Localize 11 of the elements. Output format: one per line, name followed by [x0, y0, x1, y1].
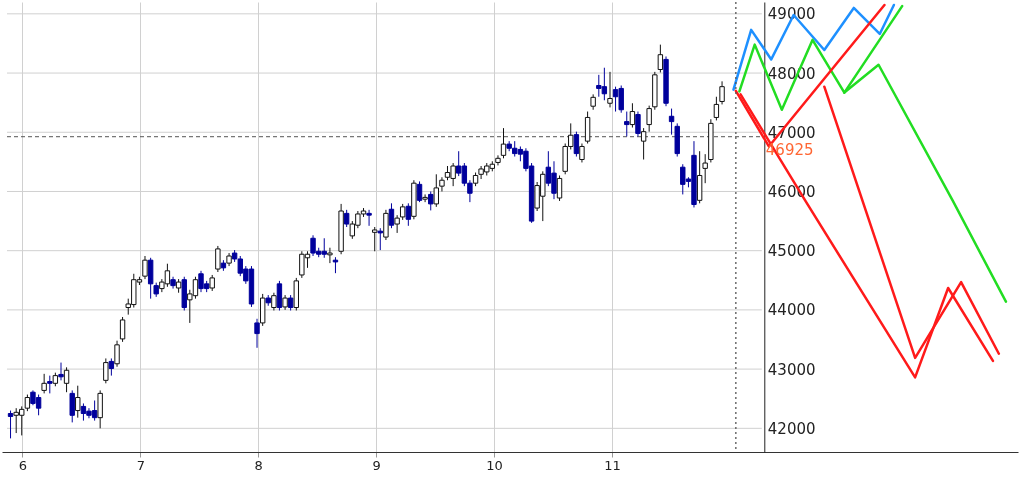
x-tick-label: 6 [18, 457, 27, 473]
y-tick-label: 44000 [767, 301, 816, 320]
x-tick-label: 8 [254, 457, 263, 473]
x-tick-label: 7 [136, 457, 145, 473]
y-tick-label: 49000 [767, 5, 816, 24]
x-tick-label: 10 [486, 457, 503, 473]
y-tick-label: 43000 [767, 360, 816, 379]
y-tick-label: 42000 [767, 419, 816, 438]
x-tick-label: 9 [372, 457, 381, 473]
y-tick-label: 45000 [767, 242, 816, 261]
x-tick-label: 11 [604, 457, 621, 473]
